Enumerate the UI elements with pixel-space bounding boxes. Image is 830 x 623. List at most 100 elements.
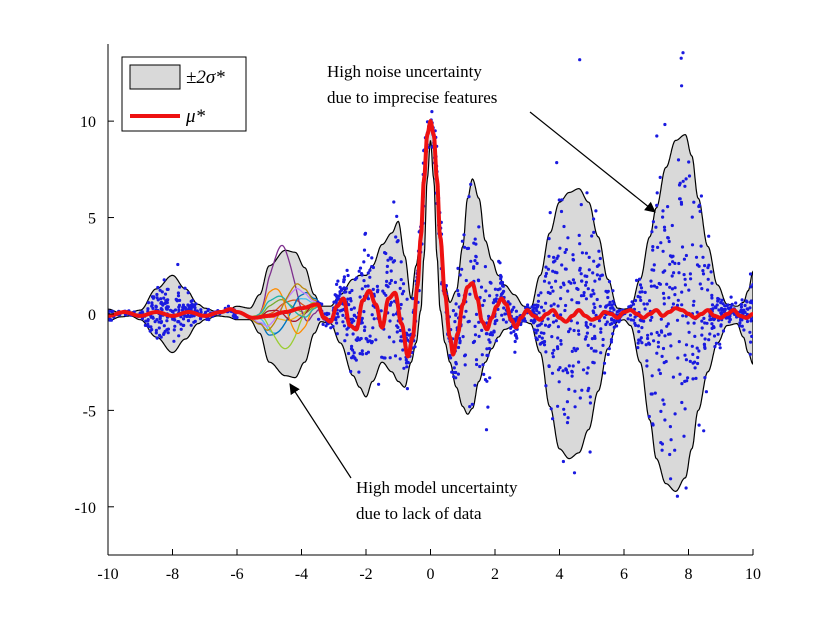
- observation-point: [605, 290, 609, 294]
- observation-point: [193, 306, 197, 310]
- x-tick-label: -6: [230, 566, 243, 583]
- observation-point: [532, 328, 537, 332]
- observation-point: [695, 310, 699, 314]
- observation-point: [650, 392, 654, 396]
- observation-point: [572, 471, 577, 475]
- observation-point: [603, 371, 607, 375]
- observation-point: [673, 412, 677, 416]
- observation-point: [344, 286, 348, 290]
- observation-point: [710, 293, 714, 297]
- observation-point: [719, 324, 723, 328]
- observation-point: [177, 308, 181, 312]
- observation-point: [661, 346, 666, 351]
- observation-point: [335, 332, 339, 336]
- observation-point: [740, 324, 744, 328]
- observation-point: [607, 347, 611, 351]
- observation-point: [162, 331, 166, 335]
- legend: ±2σ* μ*: [121, 56, 247, 132]
- observation-point: [606, 352, 610, 357]
- observation-point: [586, 366, 590, 370]
- observation-point: [677, 183, 682, 187]
- y-tick-label: 5: [88, 211, 96, 228]
- observation-point: [651, 220, 656, 224]
- observation-point: [680, 400, 684, 405]
- observation-point: [615, 319, 619, 323]
- observation-point: [682, 273, 686, 277]
- observation-point: [603, 316, 607, 320]
- observation-point: [691, 377, 695, 381]
- observation-point: [482, 372, 486, 376]
- observation-point: [544, 274, 548, 278]
- observation-point: [633, 298, 638, 303]
- observation-point: [671, 254, 675, 258]
- observation-point: [586, 389, 590, 393]
- observation-point: [396, 239, 400, 243]
- observation-point: [544, 265, 548, 269]
- observation-point: [683, 407, 687, 411]
- observation-point: [551, 355, 555, 359]
- observation-point: [363, 325, 367, 329]
- observation-point: [400, 292, 404, 296]
- observation-point: [173, 308, 178, 312]
- observation-point: [609, 338, 614, 342]
- observation-point: [199, 310, 203, 314]
- observation-point: [703, 345, 707, 349]
- observation-point: [155, 292, 159, 297]
- observation-point: [231, 314, 235, 318]
- observation-point: [180, 308, 185, 312]
- observation-point: [351, 332, 355, 336]
- observation-point: [456, 289, 460, 293]
- observation-point: [370, 313, 374, 317]
- observation-point: [401, 282, 406, 286]
- observation-point: [673, 448, 677, 452]
- observation-point: [740, 318, 744, 322]
- observation-point: [637, 277, 642, 281]
- observation-point: [634, 278, 639, 282]
- observation-point: [375, 284, 379, 288]
- observation-point: [466, 320, 470, 324]
- observation-point: [537, 334, 542, 339]
- observation-point: [653, 391, 657, 395]
- observation-point: [400, 339, 404, 343]
- observation-point: [709, 317, 713, 321]
- observation-point: [540, 336, 544, 340]
- observation-point: [549, 304, 553, 308]
- observation-point: [638, 338, 642, 342]
- observation-point: [383, 251, 387, 255]
- observation-point: [649, 279, 653, 283]
- observation-point: [542, 339, 547, 344]
- observation-point: [504, 320, 508, 324]
- observation-point: [563, 267, 568, 271]
- observation-point: [604, 305, 608, 309]
- observation-point: [336, 315, 340, 319]
- observation-point: [358, 266, 363, 270]
- observation-point: [138, 311, 142, 315]
- observation-point: [552, 348, 556, 352]
- y-tick-label: -5: [83, 403, 96, 420]
- observation-point: [406, 361, 410, 365]
- observation-point: [358, 295, 362, 299]
- observation-point: [474, 255, 478, 259]
- observation-point: [680, 245, 685, 249]
- observation-point: [728, 317, 733, 322]
- observation-point: [477, 225, 481, 229]
- observation-point: [668, 254, 673, 258]
- observation-point: [592, 324, 596, 328]
- observation-point: [150, 304, 154, 308]
- observation-point: [515, 336, 519, 340]
- annotation-model-line-1: High model uncertainty: [356, 478, 518, 497]
- observation-point: [668, 425, 673, 429]
- observation-point: [588, 401, 593, 405]
- observation-point: [690, 243, 695, 247]
- observation-point: [570, 349, 574, 353]
- observation-point: [668, 262, 672, 266]
- observation-point: [655, 203, 659, 207]
- observation-point: [655, 351, 659, 355]
- observation-point: [542, 279, 547, 283]
- observation-point: [591, 309, 595, 313]
- observation-point: [670, 274, 674, 278]
- observation-point: [551, 351, 555, 355]
- observation-point: [703, 264, 707, 268]
- observation-point: [497, 259, 501, 263]
- observation-point: [606, 295, 610, 300]
